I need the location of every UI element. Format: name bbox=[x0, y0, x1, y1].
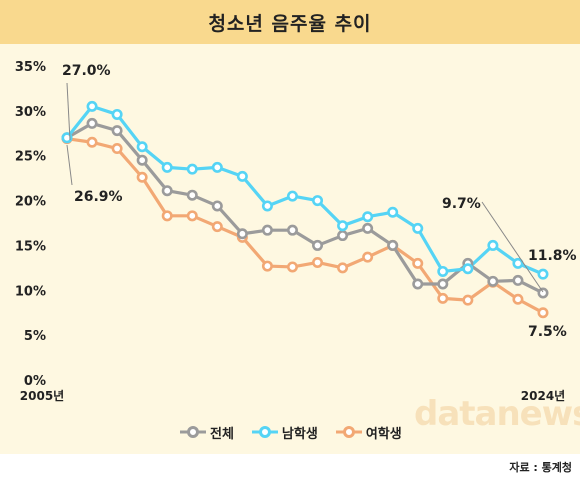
data-point-total bbox=[312, 239, 324, 251]
legend-label-male: 남학생 bbox=[281, 426, 318, 442]
data-point-total bbox=[86, 117, 98, 129]
data-point-male bbox=[186, 163, 198, 175]
data-point-male bbox=[211, 161, 223, 173]
data-point-male bbox=[161, 161, 173, 173]
legend-item-female: 여학생 bbox=[335, 422, 402, 442]
data-point-total bbox=[136, 154, 148, 166]
data-point-female bbox=[337, 262, 349, 274]
data-point-total bbox=[387, 239, 399, 251]
source-note: 자료 : 통계청 bbox=[509, 461, 572, 474]
data-point-male bbox=[312, 195, 324, 207]
data-point-female bbox=[512, 293, 524, 305]
data-label-female-19: 7.5% bbox=[528, 324, 567, 340]
data-point-total bbox=[537, 287, 549, 299]
legend-label-total: 전체 bbox=[210, 426, 234, 442]
legend-item-total: 전체 bbox=[180, 422, 234, 442]
y-tick-label: 10% bbox=[15, 284, 46, 299]
y-tick-label: 30% bbox=[15, 105, 46, 120]
annotation-leader-total-19 bbox=[481, 201, 544, 293]
y-tick-label: 25% bbox=[15, 150, 46, 165]
data-point-female bbox=[211, 221, 223, 233]
data-point-male bbox=[286, 190, 298, 202]
data-point-total bbox=[487, 275, 499, 287]
y-tick-label: 15% bbox=[15, 239, 46, 254]
data-point-male bbox=[337, 220, 349, 232]
data-point-female bbox=[462, 294, 474, 306]
data-point-female bbox=[412, 257, 424, 269]
y-tick-label: 0% bbox=[24, 374, 46, 389]
data-point-male bbox=[487, 239, 499, 251]
data-point-male bbox=[136, 141, 148, 153]
x-tick-label-start: 2005년 bbox=[20, 389, 64, 403]
data-point-total bbox=[437, 278, 449, 290]
data-point-total bbox=[337, 230, 349, 242]
data-point-male bbox=[261, 200, 273, 212]
y-tick-label: 35% bbox=[15, 60, 46, 75]
data-point-male bbox=[362, 211, 374, 223]
data-point-male bbox=[412, 222, 424, 234]
data-point-male bbox=[437, 265, 449, 277]
data-point-female bbox=[312, 256, 324, 268]
legend-label-female: 여학생 bbox=[365, 426, 402, 442]
data-point-total bbox=[161, 185, 173, 197]
data-point-male bbox=[61, 132, 73, 144]
data-point-total bbox=[211, 200, 223, 212]
data-point-total bbox=[111, 125, 123, 137]
data-point-total bbox=[186, 189, 198, 201]
watermark-logo: datanews bbox=[414, 394, 580, 434]
annotation-leader-female-0 bbox=[66, 144, 73, 186]
legend-item-male: 남학생 bbox=[251, 422, 318, 442]
data-point-male bbox=[537, 268, 549, 280]
line-chart: 0% 5% 10% 15% 20% 25% 30% 35% 2005년 2024년 27.0% 26.… bbox=[15, 60, 577, 403]
chart-legend: 전체 남학생 여학생 bbox=[0, 422, 580, 442]
data-label-total-19: 9.7% bbox=[442, 196, 481, 212]
x-tick-label-end: 2024년 bbox=[521, 389, 565, 403]
data-point-total bbox=[412, 278, 424, 290]
data-point-total bbox=[236, 228, 248, 240]
data-point-male bbox=[236, 170, 248, 182]
data-point-total bbox=[512, 274, 524, 286]
data-point-male bbox=[462, 263, 474, 275]
data-point-female bbox=[362, 251, 374, 263]
legend-marker-male bbox=[251, 426, 278, 438]
data-point-female bbox=[111, 143, 123, 155]
chart-panel: 0% 5% 10% 15% 20% 25% 30% 35% 2005년 2024년 27.0% 26.… bbox=[0, 44, 580, 454]
data-point-total bbox=[261, 224, 273, 236]
chart-title: 청소년 음주율 추이 bbox=[208, 12, 372, 35]
series-line-male bbox=[65, 104, 544, 276]
data-point-female bbox=[86, 136, 98, 148]
data-point-male bbox=[512, 257, 524, 269]
data-label-total-0: 27.0% bbox=[62, 63, 111, 79]
data-point-female bbox=[437, 292, 449, 304]
data-point-male bbox=[111, 108, 123, 120]
data-point-male bbox=[86, 100, 98, 112]
data-point-female bbox=[136, 171, 148, 183]
data-point-female bbox=[161, 210, 173, 222]
data-point-female bbox=[186, 210, 198, 222]
y-tick-label: 20% bbox=[15, 195, 46, 210]
data-point-female bbox=[537, 307, 549, 319]
data-label-female-0: 26.9% bbox=[74, 189, 123, 205]
legend-marker-total bbox=[180, 426, 206, 438]
annotation-leader-total-0 bbox=[66, 82, 71, 141]
data-point-female bbox=[261, 260, 273, 272]
y-tick-label: 5% bbox=[24, 329, 46, 344]
data-point-male bbox=[387, 206, 399, 218]
legend-marker-female bbox=[335, 426, 362, 438]
chart-title-bar: 청소년 음주율 추이 bbox=[0, 0, 580, 45]
data-point-total bbox=[286, 224, 298, 236]
series-line-female bbox=[66, 137, 544, 315]
data-point-female bbox=[286, 261, 298, 273]
data-point-total bbox=[362, 222, 374, 234]
data-label-male-19: 11.8% bbox=[528, 248, 577, 264]
